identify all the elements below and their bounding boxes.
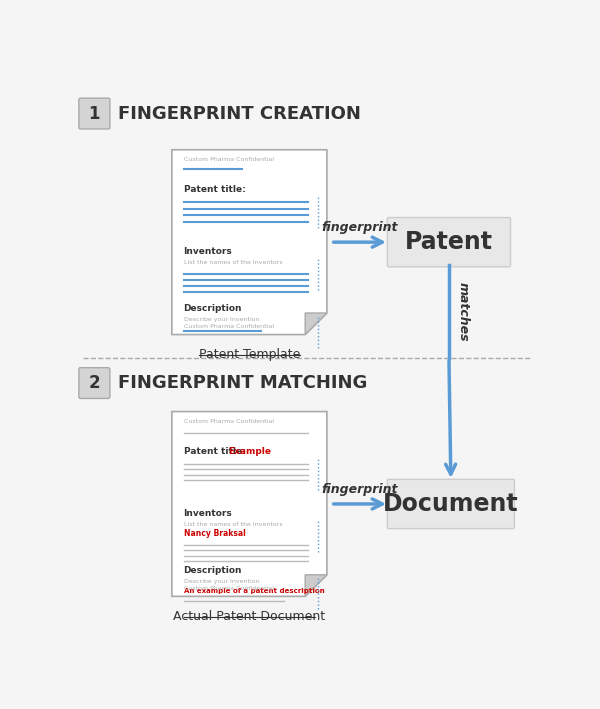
Text: FINGERPRINT CREATION: FINGERPRINT CREATION: [118, 104, 361, 123]
Text: Document: Document: [383, 492, 518, 516]
Text: Patent title:: Patent title:: [184, 185, 245, 194]
Text: Actual Patent Document: Actual Patent Document: [173, 610, 325, 623]
Text: fingerprint: fingerprint: [322, 221, 398, 235]
Text: Custom Pharma Confidential: Custom Pharma Confidential: [184, 419, 274, 424]
Text: Inventors: Inventors: [184, 247, 232, 256]
Text: Custom Pharma Confidential: Custom Pharma Confidential: [184, 586, 274, 591]
Text: FINGERPRINT MATCHING: FINGERPRINT MATCHING: [118, 374, 367, 392]
FancyBboxPatch shape: [388, 479, 514, 529]
FancyBboxPatch shape: [79, 368, 110, 398]
Text: matches: matches: [457, 282, 470, 342]
Text: Patent Template: Patent Template: [199, 348, 300, 362]
Text: Patent title:: Patent title:: [184, 447, 248, 456]
Text: Example: Example: [227, 447, 271, 456]
Text: Custom Pharma Confidential: Custom Pharma Confidential: [184, 157, 274, 162]
Text: 2: 2: [89, 374, 100, 392]
Polygon shape: [172, 411, 327, 596]
FancyBboxPatch shape: [388, 218, 511, 267]
Text: Description: Description: [184, 566, 242, 575]
Polygon shape: [172, 150, 327, 335]
Text: Nancy Braksal: Nancy Braksal: [184, 528, 245, 537]
Text: List the names of the Inventors: List the names of the Inventors: [184, 522, 282, 527]
Text: List the names of the Inventors: List the names of the Inventors: [184, 259, 282, 264]
Text: 1: 1: [89, 104, 100, 123]
Text: Describe your Invention: Describe your Invention: [184, 318, 259, 323]
Text: Inventors: Inventors: [184, 508, 232, 518]
Text: An example of a patent description: An example of a patent description: [184, 588, 324, 593]
Text: Describe your Invention: Describe your Invention: [184, 579, 259, 584]
Polygon shape: [305, 575, 327, 596]
Text: Description: Description: [184, 304, 242, 313]
FancyBboxPatch shape: [79, 98, 110, 129]
Text: fingerprint: fingerprint: [322, 484, 398, 496]
Text: Patent: Patent: [405, 230, 493, 254]
Polygon shape: [305, 313, 327, 335]
Text: Custom Pharma Confidential: Custom Pharma Confidential: [184, 325, 274, 330]
